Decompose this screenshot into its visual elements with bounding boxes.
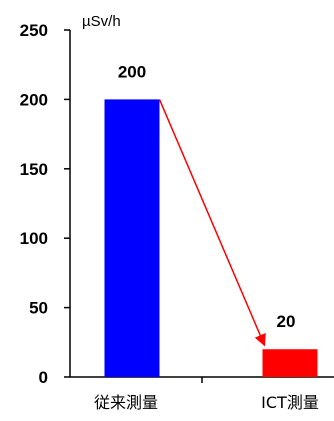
y-tick-label: 50 <box>29 299 48 318</box>
x-tick-label: ICT測量 <box>261 393 319 412</box>
x-tick-label: 従来測量 <box>94 393 158 412</box>
y-tick-label: 150 <box>20 160 48 179</box>
decrease-arrow <box>158 99 266 347</box>
labels: 従来測量 200 ICT測量 20 <box>94 62 319 412</box>
bars <box>104 99 318 378</box>
data-label: 20 <box>277 312 296 331</box>
bar <box>262 349 318 377</box>
axes: 0 50 100 150 200 250 <box>20 21 334 387</box>
y-tick-label: 200 <box>20 90 48 109</box>
y-tick-label: 100 <box>20 229 48 248</box>
bar <box>104 99 160 378</box>
y-tick-label: 250 <box>20 21 48 40</box>
unit-label: µSv/h <box>82 13 121 30</box>
y-tick-label: 0 <box>39 368 48 387</box>
data-label: 200 <box>118 62 146 81</box>
